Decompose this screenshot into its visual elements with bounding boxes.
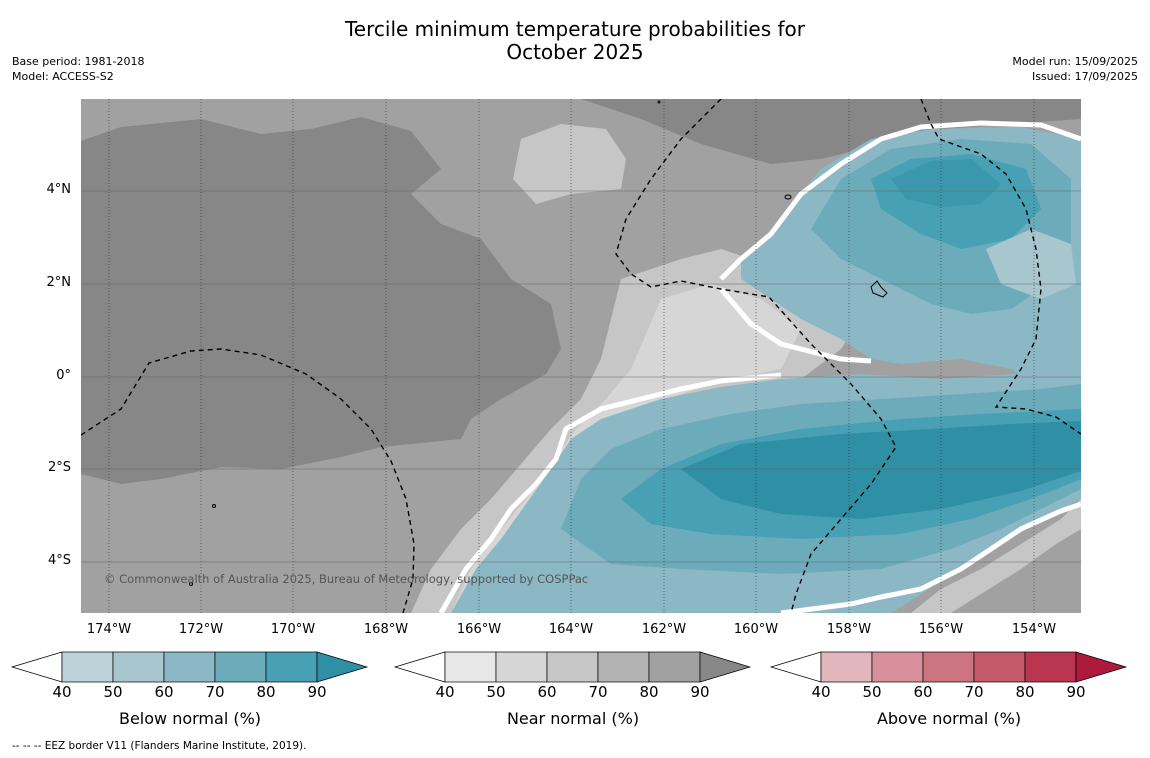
- colorbar-tick-label: 60: [537, 683, 557, 701]
- colorbar-tick-label: 80: [256, 683, 276, 701]
- graticule: [81, 190, 1081, 563]
- colorbar-segment: [973, 651, 1026, 683]
- colorbar-below-normal-title: Below normal (%): [118, 709, 262, 728]
- threshold-contour-east-arm: [719, 287, 872, 364]
- colorbars: [10, 651, 1128, 683]
- colorbar-segment: [112, 651, 165, 683]
- meta-right: Model run: 15/09/2025 Issued: 17/09/2025: [1012, 54, 1138, 84]
- colorbar-extend-low: [393, 651, 446, 683]
- colorbar-segment: [444, 651, 497, 683]
- colorbar-extend-low: [10, 651, 63, 683]
- below-normal-south-90: [681, 421, 1081, 519]
- lon-tick-172w: 172°W: [178, 622, 224, 637]
- colorbar-extend-high: [316, 651, 369, 683]
- copyright-notice: © Commonwealth of Australia 2025, Bureau…: [104, 572, 589, 586]
- colorbar-segment: [495, 651, 548, 683]
- colorbar-above-normal: [769, 651, 1128, 683]
- lon-tick-170w: 170°W: [270, 622, 316, 637]
- lat-tick-2s: 2°S: [47, 460, 71, 475]
- colorbar-tick-label: 70: [588, 683, 608, 701]
- title-line-1: Tercile minimum temperature probabilitie…: [344, 17, 806, 41]
- colorbar-near-normal-title: Near normal (%): [506, 709, 640, 728]
- eez-footnote: -- -- -- EEZ border V11 (Flanders Marine…: [12, 740, 307, 752]
- colorbar-tick-label: 50: [486, 683, 506, 701]
- map-area: © Commonwealth of Australia 2025, Bureau…: [81, 99, 1081, 613]
- colorbar-tick-label: 60: [154, 683, 174, 701]
- near-normal-90-north: [581, 99, 1081, 164]
- model-run: Model run: 15/09/2025: [1012, 55, 1138, 68]
- lon-tick-160w: 160°W: [733, 622, 779, 637]
- colorbar-segment: [597, 651, 650, 683]
- base-period: Base period: 1981-2018: [12, 55, 145, 68]
- colorbar-tick-label: 40: [52, 683, 72, 701]
- colorbar-tick-label: 70: [964, 683, 984, 701]
- colorbar-tick-label: 60: [913, 683, 933, 701]
- colorbar-tick-label: 70: [205, 683, 225, 701]
- lon-tick-174w: 174°W: [86, 622, 132, 637]
- eez-borders: [81, 99, 1081, 613]
- map-title: Tercile minimum temperature probabilitie…: [0, 18, 1150, 64]
- colorbar-tick-label: 80: [1015, 683, 1035, 701]
- lat-tick-0: 0°: [56, 368, 71, 383]
- lat-tick-4s: 4°S: [47, 553, 71, 568]
- colorbar-segment: [163, 651, 216, 683]
- probability-map: [81, 99, 1081, 613]
- lat-tick-2n: 2°N: [46, 275, 72, 290]
- colorbar-segment: [61, 651, 114, 683]
- colorbar-segment: [922, 651, 975, 683]
- lon-tick-164w: 164°W: [548, 622, 594, 637]
- threshold-contour-southeast: [780, 501, 1081, 613]
- below-normal-northeast-90: [891, 159, 1001, 207]
- near-normal-70-north-patch: [513, 124, 626, 204]
- colorbar-extend-high: [699, 651, 752, 683]
- model-name: Model: ACCESS-S2: [12, 70, 114, 83]
- colorbar-tick-label: 90: [690, 683, 710, 701]
- below-normal-east-light-patch: [986, 229, 1076, 299]
- lon-tick-158w: 158°W: [826, 622, 872, 637]
- lon-tick-168w: 168°W: [363, 622, 409, 637]
- colorbar-tick-label: 90: [307, 683, 327, 701]
- title-line-2: October 2025: [506, 40, 644, 64]
- colorbar-segment: [265, 651, 318, 683]
- colorbar-segment: [871, 651, 924, 683]
- lon-tick-162w: 162°W: [641, 622, 687, 637]
- colorbar-below-normal: [10, 651, 369, 683]
- colorbar-tick-label: 50: [862, 683, 882, 701]
- threshold-contour-south: [438, 372, 782, 613]
- issued-date: Issued: 17/09/2025: [1031, 70, 1138, 83]
- colorbar-extend-low: [769, 651, 822, 683]
- colorbar-segment: [1024, 651, 1077, 683]
- meta-left: Base period: 1981-2018 Model: ACCESS-S2: [12, 54, 144, 84]
- near-normal-southeast-dark: [951, 529, 1081, 613]
- colorbar-segment: [820, 651, 873, 683]
- lon-tick-166w: 166°W: [456, 622, 502, 637]
- colorbar-tick-label: 40: [435, 683, 455, 701]
- colorbar-segment: [648, 651, 701, 683]
- colorbar-tick-label: 40: [811, 683, 831, 701]
- lat-tick-4n: 4°N: [46, 182, 72, 197]
- colorbar-above-normal-title: Above normal (%): [876, 709, 1022, 728]
- colorbar-tick-label: 50: [103, 683, 123, 701]
- lon-tick-154w: 154°W: [1011, 622, 1057, 637]
- islands: [189, 100, 888, 586]
- colorbar-segment: [214, 651, 267, 683]
- colorbar-tick-label: 80: [639, 683, 659, 701]
- near-normal-80-band: [451, 284, 801, 613]
- lon-tick-156w: 156°W: [918, 622, 964, 637]
- colorbar-segment: [546, 651, 599, 683]
- colorbar-near-normal: [393, 651, 752, 683]
- colorbar-tick-label: 90: [1066, 683, 1086, 701]
- near-normal-90-west: [81, 117, 561, 484]
- colorbar-extend-high: [1075, 651, 1128, 683]
